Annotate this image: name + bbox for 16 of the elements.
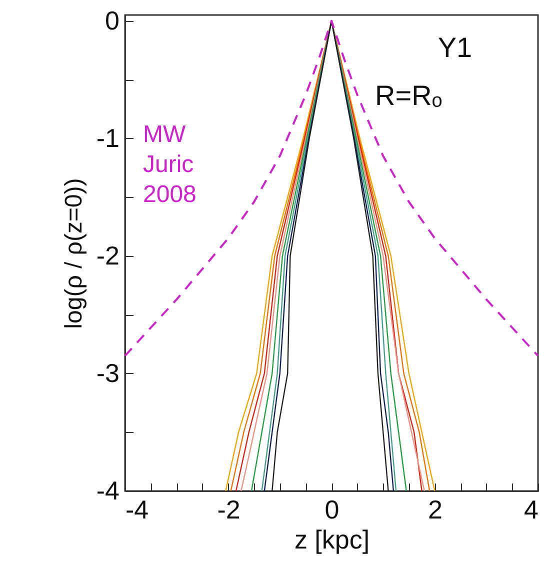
annotation: Y1 (438, 32, 472, 63)
y-tick-label: -3 (96, 358, 120, 388)
line-series (124, 20, 539, 357)
x-axis-title: z [kpc] (294, 524, 370, 554)
y-tick-label: 0 (105, 5, 120, 36)
y-tick-label: -4 (96, 476, 120, 506)
y-tick-label: -1 (96, 122, 120, 153)
annotation: R=Rₒ (375, 80, 442, 111)
x-tick-label: 4 (524, 494, 538, 524)
y-axis-title: log(ρ / ρ(z=0)) (60, 178, 88, 329)
x-tick-label: 2 (428, 494, 442, 524)
y-tick-label: -2 (96, 240, 120, 270)
x-tick-label: -2 (217, 494, 240, 524)
x-tick-label: -4 (126, 494, 149, 524)
series-label: MW Juric 2008 (143, 121, 196, 208)
x-tick-label: 0 (324, 494, 340, 524)
